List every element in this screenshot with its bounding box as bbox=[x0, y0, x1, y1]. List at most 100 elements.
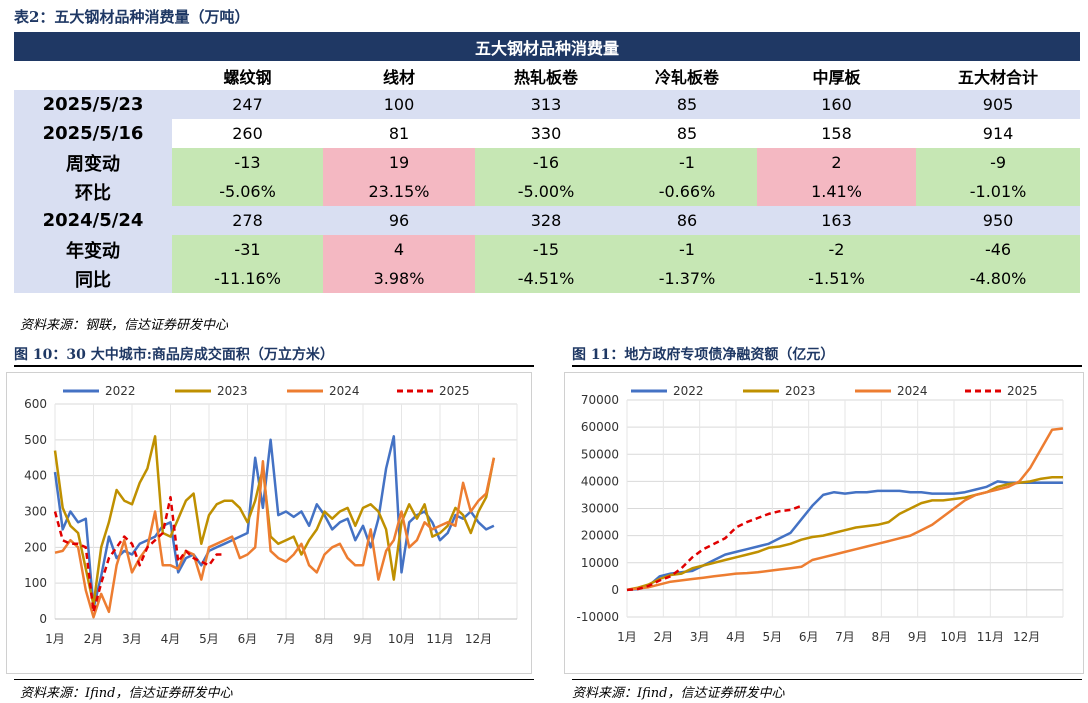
x-tick-label: 7月 bbox=[835, 630, 855, 644]
legend-label: 2023 bbox=[785, 384, 816, 398]
column-header: 中厚板 bbox=[757, 61, 916, 90]
table-cell: -1.51% bbox=[757, 264, 916, 293]
legend-label: 2025 bbox=[1007, 384, 1038, 398]
y-tick-label: -10000 bbox=[576, 610, 619, 624]
table-cell: 278 bbox=[172, 206, 323, 235]
table-cell: -1.37% bbox=[617, 264, 757, 293]
chart11-caption: 图 11：地方政府专项债净融资额（亿元） bbox=[572, 347, 835, 363]
table-cell: -15 bbox=[475, 235, 617, 264]
x-tick-label: 8月 bbox=[315, 632, 335, 646]
x-tick-label: 4月 bbox=[726, 630, 746, 644]
x-tick-label: 10月 bbox=[940, 630, 967, 644]
table-cell: 1.41% bbox=[757, 177, 916, 206]
chart11-svg: -10000 0 10000 20000 30000 40000 50000 60000 700… bbox=[576, 384, 1064, 644]
table-cell: 23.15% bbox=[323, 177, 475, 206]
table-row: 周变动 -13 19 -16 -1 2 -9 bbox=[14, 148, 1081, 177]
x-tick-label: 6月 bbox=[238, 632, 258, 646]
table-cell: 96 bbox=[323, 206, 475, 235]
y-tick-label: 500 bbox=[24, 433, 47, 447]
table-cell: 260 bbox=[172, 119, 323, 148]
x-tick-label: 9月 bbox=[353, 632, 373, 646]
table-cell: 4 bbox=[323, 235, 475, 264]
y-tick-label: 0 bbox=[39, 612, 47, 626]
table-cell: 19 bbox=[323, 148, 475, 177]
row-label: 年变动 bbox=[14, 235, 172, 264]
x-tick-label: 12月 bbox=[1013, 630, 1040, 644]
chart10-area: 0 100 200 300 400 500 600 1月 2月 3月 4月 5月 6月 7月 8月 9月 10月… bbox=[6, 372, 532, 674]
series-line-2025 bbox=[53, 495, 225, 614]
legend-label: 2024 bbox=[897, 384, 928, 398]
y-tick-label: 70000 bbox=[581, 393, 619, 407]
x-tick-label: 3月 bbox=[122, 632, 142, 646]
y-tick-label: 40000 bbox=[581, 474, 619, 488]
y-tick-label: 200 bbox=[24, 540, 47, 554]
table-cell: 3.98% bbox=[323, 264, 475, 293]
table-source: 资料来源：钢联，信达证券研发中心 bbox=[20, 318, 229, 333]
x-tick-label: 2月 bbox=[654, 630, 674, 644]
table-cell: -5.06% bbox=[172, 177, 323, 206]
x-tick-label: 6月 bbox=[799, 630, 819, 644]
column-header: 冷轧板卷 bbox=[617, 61, 757, 90]
x-tick-label: 5月 bbox=[763, 630, 783, 644]
table-cell: 914 bbox=[916, 119, 1081, 148]
table-cell: -2 bbox=[757, 235, 916, 264]
table-cell: 163 bbox=[757, 206, 916, 235]
column-header: 线材 bbox=[323, 61, 475, 90]
table-cell: 950 bbox=[916, 206, 1081, 235]
table-cell: -16 bbox=[475, 148, 617, 177]
consumption-table: 五大钢材品种消费量 螺纹钢 线材 热轧板卷 冷轧板卷 中厚板 五大材合计 2025/5/23 2… bbox=[14, 32, 1081, 293]
y-tick-label: 10000 bbox=[581, 556, 619, 570]
column-header: 螺纹钢 bbox=[172, 61, 323, 90]
table-row: 年变动 -31 4 -15 -1 -2 -46 bbox=[14, 235, 1081, 264]
legend-label: 2022 bbox=[105, 384, 136, 398]
table-row: 2025/5/23 247 100 313 85 160 905 bbox=[14, 90, 1081, 119]
table-cell: 313 bbox=[475, 90, 617, 119]
table-cell: -4.80% bbox=[916, 264, 1081, 293]
y-tick-label: 600 bbox=[24, 397, 47, 411]
table-cell: 86 bbox=[617, 206, 757, 235]
table-cell: 247 bbox=[172, 90, 323, 119]
table-cell: -11.16% bbox=[172, 264, 323, 293]
table-cell: 85 bbox=[617, 119, 757, 148]
table-cell: -46 bbox=[916, 235, 1081, 264]
x-tick-label: 4月 bbox=[161, 632, 181, 646]
table-cell: 330 bbox=[475, 119, 617, 148]
x-tick-label: 10月 bbox=[388, 632, 415, 646]
legend-label: 2025 bbox=[439, 384, 470, 398]
row-label: 环比 bbox=[14, 177, 172, 206]
y-tick-label: 20000 bbox=[581, 529, 619, 543]
table-row: 环比 -5.06% 23.15% -5.00% -0.66% 1.41% -1.01% bbox=[14, 177, 1081, 206]
y-tick-label: 100 bbox=[24, 576, 47, 590]
table-cell: 328 bbox=[475, 206, 617, 235]
table-cell: -4.51% bbox=[475, 264, 617, 293]
series-line-2025 bbox=[626, 504, 802, 592]
row-label: 2024/5/24 bbox=[14, 206, 172, 235]
table-cell: -5.00% bbox=[475, 177, 617, 206]
x-tick-label: 1月 bbox=[45, 632, 65, 646]
chart10-svg: 0 100 200 300 400 500 600 1月 2月 3月 4月 5月 6月 7月 8月 9月 10月… bbox=[24, 384, 518, 646]
series-line-2023 bbox=[53, 435, 496, 606]
x-tick-label: 11月 bbox=[426, 632, 453, 646]
chart10-caption: 图 10：30 大中城市:商品房成交面积（万立方米） bbox=[14, 347, 334, 363]
y-tick-label: 300 bbox=[24, 505, 47, 519]
chart11-source: 资料来源：Ifind，信达证券研发中心 bbox=[572, 686, 785, 701]
table-title: 五大钢材品种消费量 bbox=[14, 32, 1081, 61]
table-cell: -9 bbox=[916, 148, 1081, 177]
y-tick-label: 400 bbox=[24, 469, 47, 483]
legend-label: 2024 bbox=[329, 384, 360, 398]
table-cell: -13 bbox=[172, 148, 323, 177]
row-label: 2025/5/16 bbox=[14, 119, 172, 148]
y-tick-label: 0 bbox=[611, 583, 619, 597]
x-tick-label: 2月 bbox=[84, 632, 104, 646]
legend-label: 2023 bbox=[217, 384, 248, 398]
x-tick-label: 12月 bbox=[465, 632, 492, 646]
table-cell: 160 bbox=[757, 90, 916, 119]
column-header: 热轧板卷 bbox=[475, 61, 617, 90]
chart10-source: 资料来源：Ifind，信达证券研发中心 bbox=[20, 686, 233, 701]
table-cell: -0.66% bbox=[617, 177, 757, 206]
chart11-area: -10000 0 10000 20000 30000 40000 50000 60000 700… bbox=[564, 372, 1084, 674]
table-cell: -1 bbox=[617, 148, 757, 177]
table-cell: 100 bbox=[323, 90, 475, 119]
table-row: 2025/5/16 260 81 330 85 158 914 bbox=[14, 119, 1081, 148]
table-cell: -31 bbox=[172, 235, 323, 264]
